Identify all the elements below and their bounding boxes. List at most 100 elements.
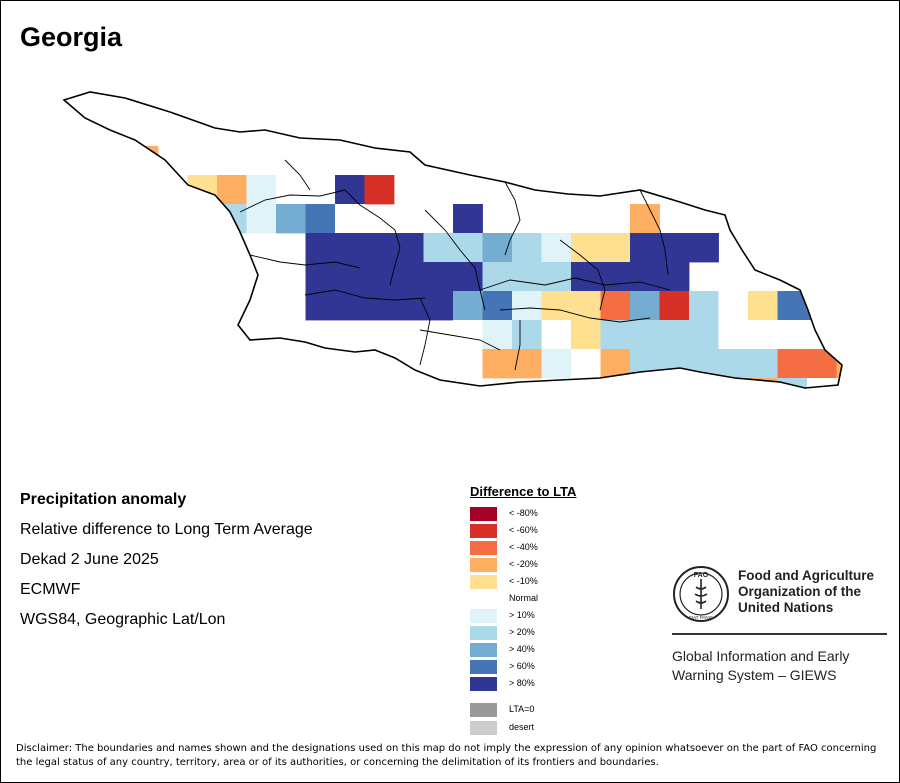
anomaly-cell [630,407,660,436]
anomaly-cell [896,349,900,378]
legend-swatch [470,660,497,674]
disclaimer: Disclaimer: The boundaries and names sho… [16,743,877,768]
fao-org-line2: Organization of the [738,584,861,599]
anomaly-cell [99,146,129,176]
anomaly-cell [659,349,690,379]
anomaly-cell [482,233,513,263]
giews-line2: Warning System – GIEWS [672,667,837,683]
legend-label: < -40% [509,542,538,552]
anomaly-cell [866,320,896,349]
legend-swatch [470,558,497,572]
anomaly-cell [364,291,395,321]
anomaly-cell [807,291,837,321]
anomaly-cell [335,291,365,321]
anomaly-grid [64,117,900,460]
anomaly-cell [748,378,778,388]
anomaly-cell [659,320,690,350]
anomaly-cell [718,378,749,388]
anomaly-cell [335,175,365,205]
anomaly-cell [424,407,454,436]
anomaly-cell [541,233,572,263]
fao-logo-motto: FIAT PANIS [689,615,713,620]
anomaly-cell [601,407,631,436]
anomaly-cell [866,407,896,436]
anomaly-cell [630,291,660,321]
anomaly-cell [777,349,808,379]
info-description: Relative difference to Long Term Average [20,521,313,538]
anomaly-cell [453,233,483,263]
anomaly-cell [836,378,842,388]
fao-logo-icon: FAO FIAT PANIS [673,566,729,622]
fao-org-line3: United Nations [738,600,834,615]
anomaly-cell [541,349,572,379]
legend-label: < -80% [509,508,538,518]
anomaly-cell [571,320,601,350]
legend-label: < -60% [509,525,538,535]
anomaly-cell [571,407,601,436]
legend-swatch [470,575,497,589]
anomaly-cell [246,204,277,234]
anomaly-cell [423,262,454,292]
anomaly-cell [217,204,247,234]
legend-label: > 20% [509,627,535,637]
anomaly-cell [689,320,719,350]
anomaly-cell [453,204,483,234]
anomaly-cell [305,204,336,234]
anomaly-cell [512,407,542,436]
anomaly-map [62,91,900,460]
anomaly-cell [689,378,719,388]
legend-swatch [470,703,497,717]
anomaly-cell [866,349,896,378]
anomaly-cell [807,407,837,436]
anomaly-cell [335,204,365,234]
legend-label: > 80% [509,678,535,688]
anomaly-cell [836,291,842,321]
legend-label: LTA=0 [509,704,535,714]
anomaly-cell [630,204,660,234]
legend-swatch [470,592,497,606]
anomaly-cell [541,291,572,321]
anomaly-cell [719,436,749,460]
info-projection: WGS84, Geographic Lat/Lon [20,611,226,628]
anomaly-cell [689,291,719,321]
anomaly-cell [276,175,306,205]
anomaly-cell [807,349,837,379]
legend-label: > 10% [509,610,535,620]
anomaly-cell [630,320,660,350]
anomaly-cell [778,407,808,436]
anomaly-cell [482,349,513,379]
legend-label: > 40% [509,644,535,654]
anomaly-cell [335,262,365,292]
fao-logo-text: FAO [694,572,709,579]
anomaly-cell [69,146,100,176]
region-boundaries [239,159,671,371]
info-source: ECMWF [20,581,81,598]
anomaly-cell [836,320,842,350]
anomaly-cell [896,320,900,349]
anomaly-cell [748,349,778,379]
legend-swatch [470,507,497,521]
legend-label: desert [509,722,535,732]
info-period: Dekad 2 June 2025 [20,551,159,568]
anomaly-cell [718,320,749,350]
anomaly-cell [541,262,572,292]
anomaly-cell [483,407,513,436]
anomaly-cell [305,233,336,263]
anomaly-cell [748,320,778,350]
anomaly-cell [482,291,513,321]
anomaly-cell [158,204,188,234]
anomaly-cell [748,291,778,321]
anomaly-cell [600,291,631,321]
anomaly-cell [807,378,837,388]
anomaly-cell [659,378,690,388]
info-product: Precipitation anomaly [20,491,187,508]
anomaly-cell [394,233,424,263]
anomaly-cell [571,233,601,263]
anomaly-cell [453,320,483,350]
anomaly-cell [364,175,395,205]
anomaly-cell [423,233,454,263]
anomaly-cell [128,146,159,176]
anomaly-cell [659,291,690,321]
anomaly-cell [423,291,454,321]
